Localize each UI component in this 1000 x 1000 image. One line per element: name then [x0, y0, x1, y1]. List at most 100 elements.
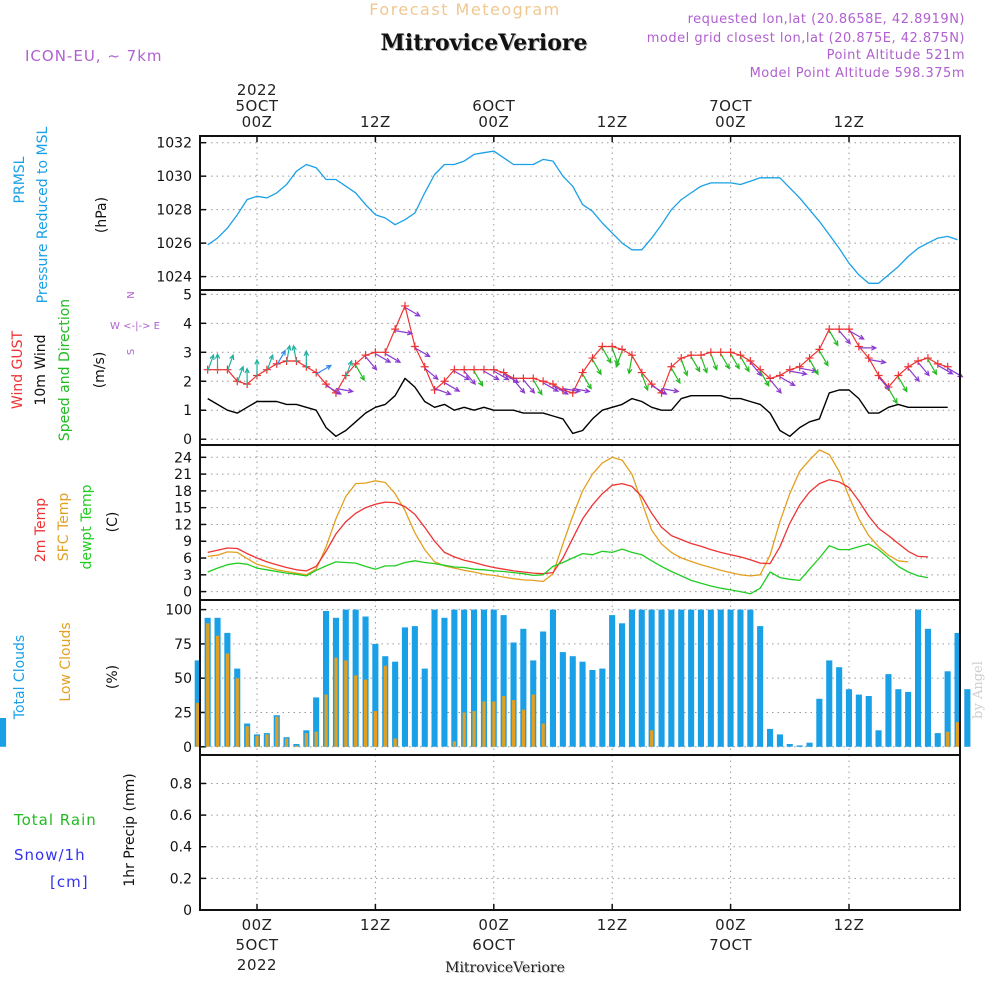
y-tick-label: 0.4: [170, 840, 192, 856]
wind-direction-arrow: [315, 364, 333, 375]
y-tick-label: 0.8: [170, 776, 192, 792]
low-cloud-bar: [492, 701, 496, 747]
wind-direction-arrow: [463, 370, 476, 386]
low-cloud-bar: [196, 702, 200, 747]
total-cloud-bar: [855, 694, 862, 747]
wind-direction-arrow: [670, 367, 681, 385]
wind-direction-arrow: [828, 330, 839, 347]
total-cloud-bar: [816, 698, 823, 747]
time-label: 00Z 7OCT: [709, 904, 752, 954]
low-cloud-bar: [275, 716, 279, 747]
location-title: MitroviceVeriore: [381, 30, 588, 56]
wind-direction-arrow: [226, 353, 235, 372]
wind-direction-arrow: [424, 367, 439, 381]
gust-marker: [775, 371, 784, 380]
total-cloud-bar: [313, 697, 320, 747]
total-cloud-bar: [579, 661, 586, 747]
time-label-line: 6OCT: [472, 97, 515, 115]
precip-labels: Total Rain Snow/1h [cm] 1hr Precip (mm): [13, 773, 138, 891]
total-cloud-bar: [806, 742, 813, 747]
compass-s: S: [126, 349, 137, 355]
sfc-temp-label: SFC Temp: [56, 493, 72, 562]
watermark: by Angel: [971, 661, 986, 719]
low-cloud-bar: [216, 635, 220, 747]
low-cloud-bar: [294, 745, 299, 747]
wind-direction-arrow: [907, 367, 920, 383]
total-cloud-bar: [915, 609, 922, 747]
wind-gust-line: [207, 305, 948, 394]
wind-direction-arrow: [651, 385, 668, 395]
model-altitude: Model Point Altitude 598.375m: [750, 66, 965, 81]
wind-direction-arrow: [818, 350, 829, 367]
wind-direction-arrow: [897, 376, 908, 393]
wind-direction-arrow: [266, 353, 274, 372]
temp-unit: (C): [105, 512, 121, 533]
wind-direction-arrow: [513, 379, 526, 394]
low-cloud-bar: [531, 694, 535, 747]
y-tick-label: 3: [183, 568, 192, 584]
wind-direction-arrow: [601, 347, 612, 364]
time-label-line: 12Z: [834, 113, 865, 131]
gust-marker: [785, 365, 794, 374]
compass-we: W <-|-> E: [110, 321, 160, 332]
low-cloud-bar: [452, 741, 456, 747]
total-cloud-bar: [648, 609, 655, 747]
time-label-line: 12Z: [834, 916, 865, 934]
y-tick-label: 1024: [156, 270, 192, 286]
low-cloud-bar: [364, 679, 368, 747]
total-cloud-bar: [520, 628, 527, 747]
y-tick-label: 9: [183, 534, 192, 550]
time-label: 12Z: [834, 113, 865, 142]
total-cloud-bar: [707, 609, 714, 747]
gust-marker: [815, 345, 824, 354]
total-cloud-bar: [510, 642, 517, 747]
gust-marker: [519, 374, 528, 383]
total-cloud-bar: [421, 668, 428, 747]
snow-label: Snow/1h: [14, 846, 86, 864]
gust-marker: [845, 325, 853, 334]
gust-marker: [351, 359, 360, 368]
low-cloud-bar: [245, 726, 249, 747]
wind-10m-line: [207, 377, 948, 437]
gust-marker: [736, 351, 745, 360]
wind-direction-arrow: [582, 373, 592, 390]
wind-direction-arrow: [345, 359, 353, 378]
wind-direction-arrow: [848, 330, 865, 340]
time-label: 00Z 5OCT 2022: [236, 904, 278, 974]
y-tick-label: 4: [183, 316, 192, 332]
y-tick-label: 12: [174, 517, 192, 533]
y-tick-label: 1: [183, 403, 192, 419]
wind-direction-arrow: [700, 356, 708, 374]
total-cloud-bar: [885, 674, 892, 747]
wind-direction-arrow: [454, 370, 471, 381]
wind-direction-arrow: [483, 370, 500, 381]
total-cloud-bar: [786, 744, 793, 747]
wind-direction-arrow: [769, 379, 782, 394]
low-cloud-bar: [235, 678, 239, 747]
wind-direction-arrow: [522, 379, 536, 394]
low-cloud-bar: [344, 660, 348, 747]
gust-marker: [272, 359, 281, 368]
cloud-unit: (%): [105, 665, 121, 689]
requested-coords: requested lon,lat (20.8658E, 42.8919N): [688, 12, 965, 27]
time-label: 12Z: [360, 904, 390, 934]
gust-marker: [914, 356, 923, 365]
gust-marker: [381, 348, 390, 357]
time-label-line: 2022: [237, 81, 277, 99]
gust-marker: [795, 362, 804, 371]
low-cloud-bar: [206, 623, 210, 747]
wind-panel: 0 1 2 3 4 5: [183, 287, 960, 448]
total-cloud-bar: [826, 660, 833, 747]
temp2m-label: 2m Temp: [33, 498, 49, 562]
gust-marker: [361, 351, 370, 360]
wind-direction-arrow: [254, 358, 260, 377]
wind-direction-arrow: [542, 382, 560, 392]
y-tick-label: 100: [165, 603, 192, 619]
low-cloud-bar: [255, 735, 259, 747]
wind-direction-arrow: [236, 365, 245, 383]
wind-direction-arrow: [473, 370, 484, 387]
y-tick-label: 2: [183, 374, 192, 390]
time-label-line: 12Z: [597, 916, 628, 934]
